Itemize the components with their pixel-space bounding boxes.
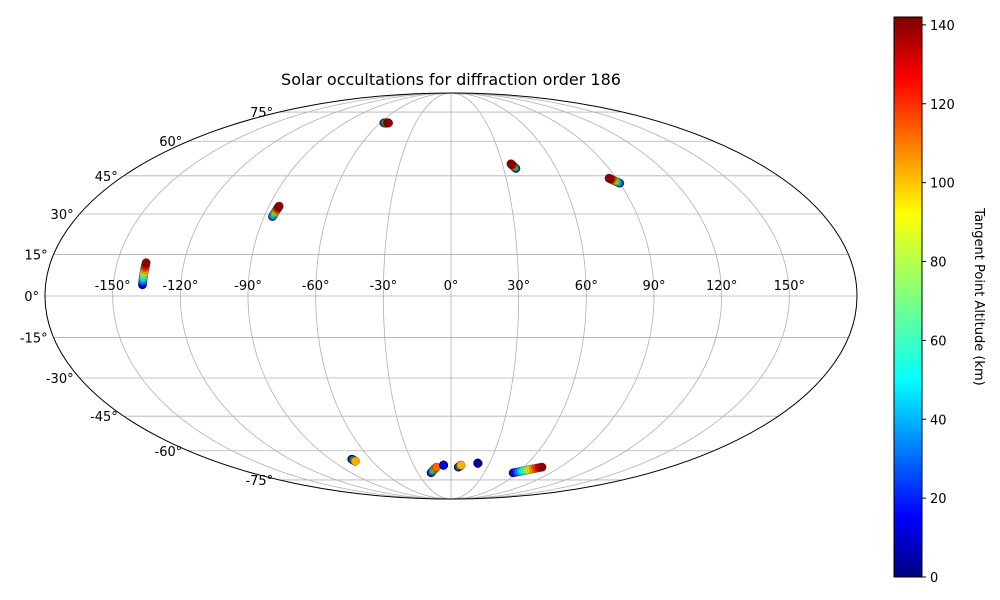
latitude-tick-label: 30° [51, 208, 74, 223]
occultation-point [537, 462, 547, 472]
latitude-tick-label: 60° [159, 135, 182, 150]
colorbar-tick-label: 40 [930, 413, 947, 428]
colorbar-ticks: 0 20 40 60 80 100 120 140 [922, 19, 955, 586]
colorbar-tick-label: 80 [930, 256, 947, 271]
longitude-tick-label: -150° [95, 279, 131, 294]
longitude-tick-label: -90° [234, 279, 262, 294]
occultation-track [347, 454, 360, 466]
longitude-tick-label: 150° [774, 279, 805, 294]
colorbar-label: Tangent Point Altitude (km) [971, 207, 986, 385]
occultation-tracks [138, 118, 625, 478]
latitude-tick-label: 45° [95, 170, 118, 185]
longitude-tick-label: 120° [706, 279, 737, 294]
occultation-point [456, 460, 466, 470]
occultation-point [274, 201, 284, 211]
occultation-point [141, 258, 151, 268]
occultation-track [426, 462, 441, 478]
occultation-track [473, 458, 483, 468]
latitude-tick-label: -75° [245, 474, 273, 489]
occultation-track [379, 118, 393, 128]
chart-title: Solar occultations for diffraction order… [281, 70, 621, 89]
occultation-point [384, 118, 393, 128]
longitude-tick-labels: -150° -120° -90° -60° -30° 0° 30° 60° 90° 120° 150… [95, 279, 805, 294]
longitude-tick-label: 60° [575, 279, 598, 294]
colorbar-tick-label: 140 [930, 19, 955, 34]
longitude-tick-label: -120° [162, 279, 198, 294]
colorbar-tick-label: 120 [930, 98, 955, 113]
occultation-point [473, 458, 483, 468]
colorbar-tick-label: 100 [930, 177, 955, 192]
latitude-tick-label: 75° [250, 106, 273, 121]
occultation-track [453, 460, 466, 472]
latitude-tick-label: -30° [46, 372, 74, 387]
longitude-tick-label: 90° [642, 279, 665, 294]
map-boundary [44, 92, 858, 500]
latitude-tick-label: 0° [24, 290, 39, 305]
occultation-track [268, 201, 284, 221]
longitude-tick-label: -30° [369, 279, 397, 294]
latitude-tick-label: -60° [155, 445, 183, 460]
colorbar: 0 20 40 60 80 100 120 140 Tangent Point Altitud… [893, 16, 986, 586]
occultation-track [506, 159, 521, 173]
occultation-track [138, 258, 151, 290]
colorbar-gradient [893, 16, 923, 578]
longitude-tick-label: 0° [444, 279, 459, 294]
latitude-tick-label: 15° [25, 248, 48, 263]
colorbar-tick-label: 20 [930, 492, 947, 507]
graticule [45, 93, 857, 499]
occultation-point [506, 159, 516, 169]
occultation-point [350, 456, 360, 466]
colorbar-tick-label: 0 [930, 571, 938, 586]
longitude-tick-label: 30° [507, 279, 530, 294]
occultation-track [508, 462, 547, 478]
latitude-tick-label: -15° [20, 332, 48, 347]
occultation-point [439, 460, 448, 470]
occultation-point [604, 173, 614, 183]
latitude-tick-label: -45° [90, 410, 118, 425]
longitude-tick-label: -60° [302, 279, 330, 294]
occultation-track [604, 173, 625, 188]
latitude-tick-labels: -75° -60° -45° -30° -15° 0° 15° 30° 45° 60° 75° [20, 106, 273, 489]
occultation-track [439, 460, 448, 470]
colorbar-tick-label: 60 [930, 334, 947, 349]
